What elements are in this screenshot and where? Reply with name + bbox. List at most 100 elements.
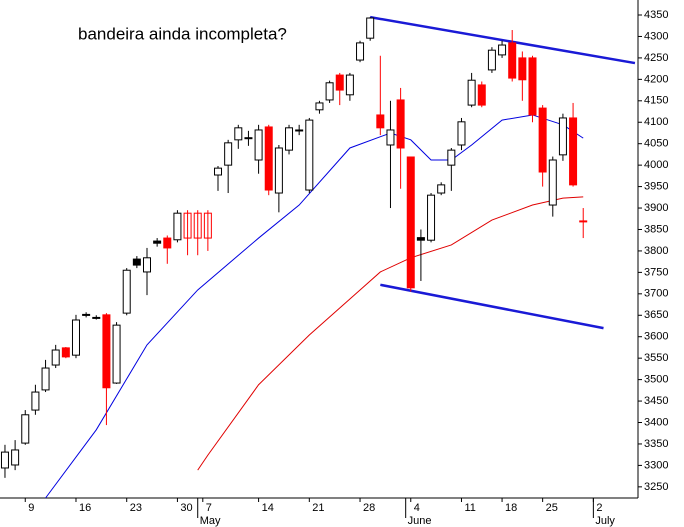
y-tick-label: 3900 — [644, 202, 668, 214]
candle-body — [325, 82, 334, 101]
candle-body — [508, 42, 517, 79]
candle-body — [71, 319, 80, 356]
candle-body — [437, 184, 446, 194]
y-tick-label: 3350 — [644, 438, 668, 450]
candle-body — [416, 237, 425, 241]
candle-body — [477, 84, 486, 106]
y-tick-label: 3400 — [644, 416, 668, 428]
candle-body — [122, 269, 131, 314]
x-tick-label: 7 — [206, 502, 212, 514]
candle-body — [498, 44, 507, 56]
y-tick-label: 3950 — [644, 180, 668, 192]
x-tick-label: 2 — [596, 502, 602, 514]
x-tick-label: 25 — [546, 502, 558, 514]
moving-average — [197, 196, 584, 471]
x-tick-label: 18 — [505, 502, 517, 514]
x-tick-label: 28 — [363, 502, 375, 514]
candle-body — [224, 142, 233, 166]
candle-body — [183, 212, 192, 239]
x-tick-label: 4 — [414, 502, 420, 514]
candle-body — [396, 99, 405, 149]
candle-body — [295, 129, 304, 132]
trend-line — [369, 15, 636, 65]
y-tick-label: 4350 — [644, 9, 668, 21]
candle-body — [406, 156, 415, 289]
candle-body — [92, 316, 101, 319]
candle-body — [51, 349, 60, 366]
candle-body — [427, 194, 436, 241]
y-tick-label: 3850 — [644, 223, 668, 235]
month-label: July — [595, 515, 615, 527]
y-tick-label: 3700 — [644, 288, 668, 300]
y-tick-label: 3500 — [644, 374, 668, 386]
y-tick-label: 3550 — [644, 352, 668, 364]
candle-body — [0, 451, 9, 469]
x-tick-label: 30 — [180, 502, 192, 514]
candle-body — [102, 314, 111, 389]
y-tick-label: 4250 — [644, 52, 668, 64]
candle-body — [376, 114, 385, 129]
y-tick-label: 3450 — [644, 395, 668, 407]
candle-body — [163, 237, 172, 249]
candle-body — [487, 49, 496, 71]
candle-body — [548, 159, 557, 206]
candle-body — [335, 74, 344, 91]
candle-body — [558, 117, 567, 156]
y-tick-label: 4150 — [644, 95, 668, 107]
candle-body — [569, 117, 578, 186]
candle-body — [305, 119, 314, 191]
y-tick-label: 3650 — [644, 309, 668, 321]
candle-body — [538, 107, 547, 173]
x-tick-label: 23 — [130, 502, 142, 514]
candle-body — [203, 212, 212, 239]
candle-body — [153, 240, 162, 244]
y-tick-label: 4050 — [644, 138, 668, 150]
candle-body — [467, 79, 476, 106]
candle-body — [386, 129, 395, 146]
candle-body — [244, 137, 253, 140]
candle-body — [366, 17, 375, 39]
candle-body — [31, 391, 40, 411]
candle-body — [61, 347, 70, 358]
candle-body — [112, 324, 121, 384]
y-tick-label: 3800 — [644, 245, 668, 257]
candle-body — [528, 57, 537, 116]
y-tick-label: 4100 — [644, 116, 668, 128]
candle-body — [193, 212, 202, 239]
candle-body — [457, 121, 466, 146]
trend-line — [380, 283, 604, 330]
x-tick-label: 21 — [312, 502, 324, 514]
candle-body — [356, 42, 365, 61]
candle-body — [264, 126, 273, 191]
candle-body — [234, 127, 243, 141]
y-tick-label: 3250 — [644, 481, 668, 493]
candle-body — [579, 220, 588, 223]
x-tick-label: 16 — [79, 502, 91, 514]
x-tick-label: 11 — [464, 502, 475, 514]
candle-body — [254, 129, 263, 161]
candle-body — [345, 74, 354, 96]
y-tick-label: 4000 — [644, 159, 668, 171]
candle-body — [518, 57, 527, 81]
candle-body — [285, 127, 294, 151]
y-tick-label: 3600 — [644, 331, 668, 343]
candle-body — [11, 449, 20, 466]
month-label: May — [200, 515, 221, 527]
y-tick-label: 3750 — [644, 266, 668, 278]
candle-body — [274, 147, 283, 194]
chart-title: bandeira ainda incompleta? — [78, 24, 287, 43]
candle-body — [132, 258, 141, 266]
x-tick-label: 9 — [28, 502, 34, 514]
candle-body — [41, 367, 50, 391]
y-tick-label: 4300 — [644, 30, 668, 42]
month-label: June — [408, 515, 432, 527]
x-tick-label: 14 — [262, 502, 274, 514]
y-tick-label: 3300 — [644, 459, 668, 471]
y-tick-label: 4200 — [644, 73, 668, 85]
candle-body — [214, 167, 223, 176]
candle-body — [173, 212, 182, 241]
candle-body — [82, 313, 91, 316]
candle-body — [21, 414, 30, 444]
candle-body — [315, 102, 324, 111]
